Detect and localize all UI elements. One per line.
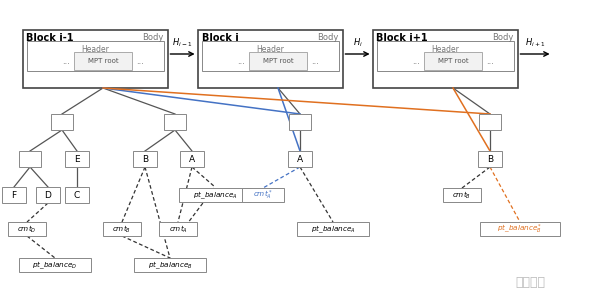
Bar	[159, 222, 197, 236]
Bar	[19, 151, 41, 167]
Text: $pt\_balance_D$: $pt\_balance_D$	[33, 259, 78, 271]
Bar	[201, 41, 339, 71]
Bar	[377, 41, 513, 71]
Text: ...: ...	[412, 56, 420, 65]
Bar	[478, 151, 502, 167]
Text: MPT root: MPT root	[438, 58, 468, 64]
Text: $pt\_balance_B$: $pt\_balance_B$	[148, 259, 192, 271]
Text: ...: ...	[62, 56, 70, 65]
Bar	[36, 187, 60, 203]
Text: C: C	[74, 191, 80, 200]
Bar	[27, 41, 163, 71]
Text: Block i-1: Block i-1	[27, 33, 74, 43]
Text: Header: Header	[431, 45, 459, 54]
Text: B: B	[142, 154, 148, 164]
Text: $pt\_balance_A$: $pt\_balance_A$	[311, 223, 355, 235]
Text: A: A	[297, 154, 303, 164]
Bar	[479, 114, 501, 130]
Bar	[65, 151, 89, 167]
Bar	[164, 114, 186, 130]
Text: E: E	[74, 154, 80, 164]
Text: Body: Body	[492, 33, 513, 42]
Text: $cmt^*_A$: $cmt^*_A$	[253, 188, 273, 202]
Bar	[8, 222, 46, 236]
Bar	[297, 222, 369, 236]
Bar	[443, 188, 481, 202]
Text: $H_{i}$: $H_{i}$	[353, 37, 362, 49]
Text: F: F	[11, 191, 17, 200]
Text: ...: ...	[136, 56, 144, 65]
Bar	[242, 188, 284, 202]
Text: $H_{i-1}$: $H_{i-1}$	[172, 37, 192, 49]
Bar	[289, 114, 311, 130]
Bar	[249, 52, 307, 70]
Text: Block i+1: Block i+1	[377, 33, 428, 43]
Bar	[103, 222, 141, 236]
Text: ...: ...	[237, 56, 245, 65]
Text: $cmt_D$: $cmt_D$	[17, 223, 37, 235]
Bar	[2, 187, 26, 203]
Text: $cmt_B$: $cmt_B$	[453, 189, 472, 200]
Text: ...: ...	[311, 56, 319, 65]
Text: ...: ...	[486, 56, 494, 65]
Text: $H_{i+1}$: $H_{i+1}$	[525, 37, 546, 49]
Text: Block i: Block i	[201, 33, 238, 43]
Bar	[372, 30, 517, 88]
Bar	[180, 151, 204, 167]
Bar	[19, 258, 91, 272]
Text: MPT root: MPT root	[88, 58, 118, 64]
Bar	[133, 151, 157, 167]
Text: B: B	[487, 154, 493, 164]
Bar	[134, 258, 206, 272]
Text: Body: Body	[142, 33, 163, 42]
Text: $cmt_B$: $cmt_B$	[112, 223, 131, 235]
Bar	[65, 187, 89, 203]
Text: $cmt_A$: $cmt_A$	[169, 223, 188, 235]
Text: D: D	[45, 191, 52, 200]
Text: $pt\_balance_A$: $pt\_balance_A$	[192, 189, 238, 201]
Bar	[74, 52, 132, 70]
Bar	[179, 188, 251, 202]
Bar	[51, 114, 73, 130]
Text: $pt\_balance^*_B$: $pt\_balance^*_B$	[497, 222, 543, 236]
Bar	[23, 30, 168, 88]
Text: Body: Body	[317, 33, 339, 42]
Bar	[288, 151, 312, 167]
Text: 策马网络: 策马网络	[515, 275, 545, 289]
Text: Header: Header	[81, 45, 109, 54]
Bar	[424, 52, 482, 70]
Bar	[480, 222, 560, 236]
Text: MPT root: MPT root	[263, 58, 293, 64]
Text: Header: Header	[256, 45, 284, 54]
Text: A: A	[189, 154, 195, 164]
Bar	[197, 30, 343, 88]
